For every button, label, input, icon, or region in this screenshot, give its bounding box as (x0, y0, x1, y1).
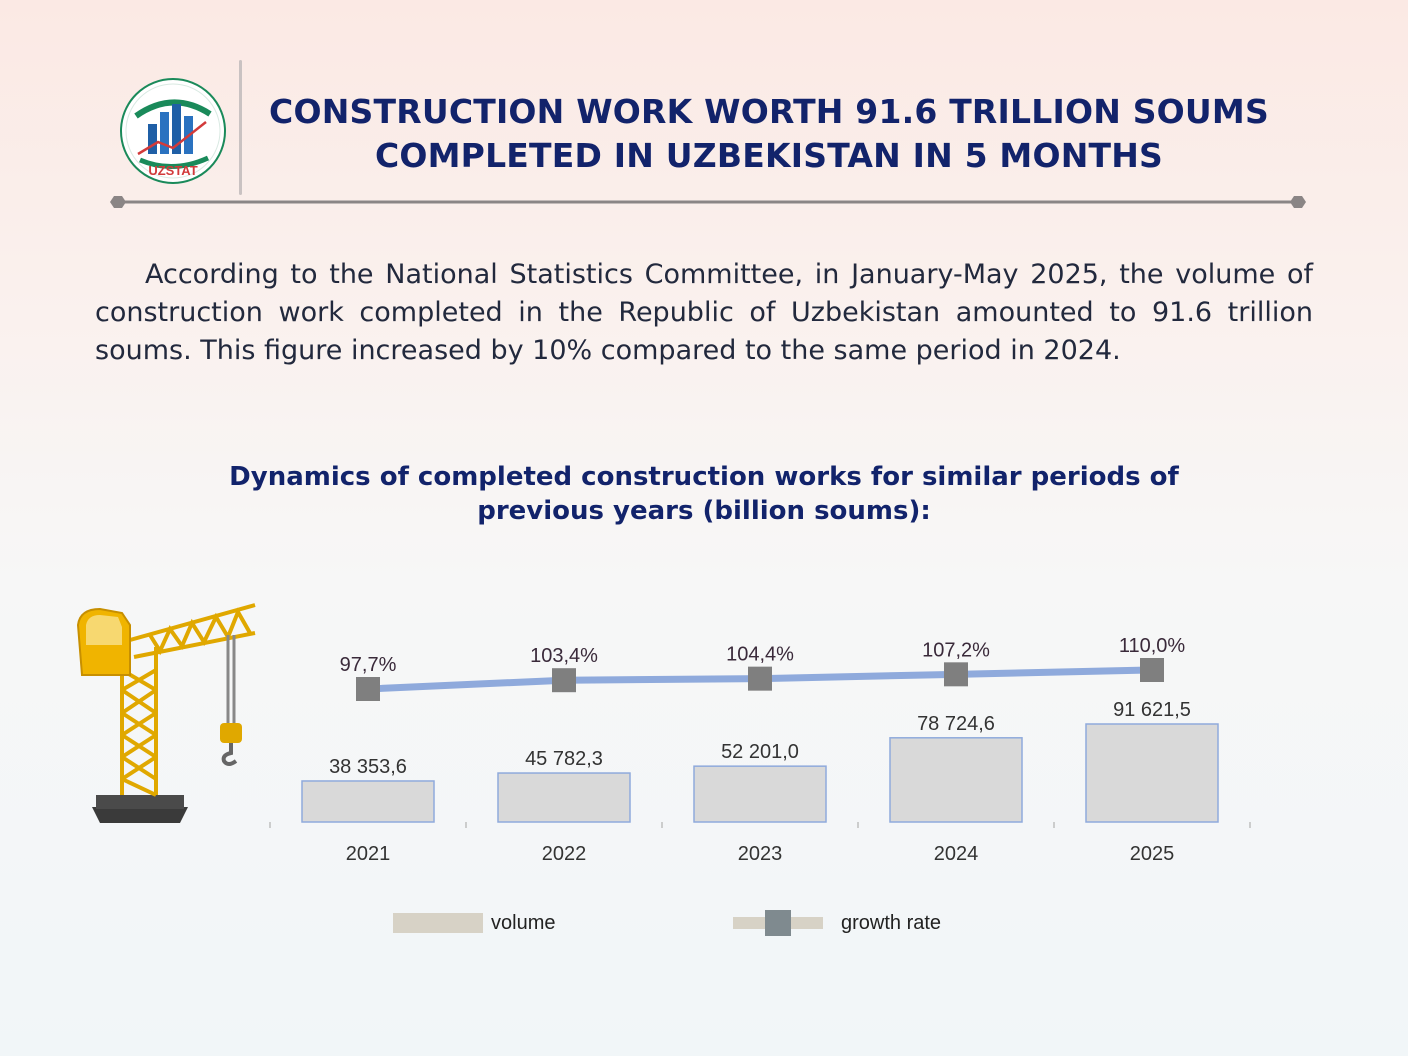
bar-2023 (693, 765, 827, 823)
bar-value-label: 91 621,5 (1113, 699, 1191, 721)
growth-value-label: 107,2% (922, 639, 990, 661)
x-tick-label: 2021 (346, 843, 391, 865)
header-divider (239, 60, 242, 195)
chart-title: Dynamics of completed construction works… (229, 462, 1179, 526)
legend-growth-rate: growth rate (733, 908, 941, 938)
bar-value-label: 52 201,0 (721, 741, 799, 763)
uzstat-logo: UZSTAT (120, 78, 226, 184)
bar-value-label: 38 353,6 (329, 756, 407, 778)
growth-value-label: 110,0% (1119, 635, 1186, 657)
header-rule (110, 196, 1306, 208)
intro-paragraph: According to the National Statistics Com… (95, 259, 1313, 366)
title-line-2: COMPLETED IN UZBEKISTAN IN 5 MONTHS (374, 136, 1164, 175)
legend-growth-label: growth rate (841, 911, 942, 934)
growth-marker-2025 (1140, 658, 1164, 682)
bar-2024 (889, 737, 1023, 823)
page-title: CONSTRUCTION WORK WORTH 91.6 TRILLION SO… (260, 90, 1278, 178)
bar-2025 (1085, 723, 1219, 823)
legend-growth-swatch (733, 908, 823, 938)
title-line-1: CONSTRUCTION WORK WORTH 91.6 TRILLION SO… (269, 92, 1269, 131)
bar-value-label: 78 724,6 (917, 713, 995, 735)
x-tick-label: 2023 (738, 843, 783, 865)
x-tick-label: 2024 (934, 843, 979, 865)
bar-2022 (497, 772, 631, 823)
growth-value-label: 97,7% (340, 654, 397, 676)
logo-text: UZSTAT (148, 163, 197, 178)
crane-illustration (76, 603, 256, 823)
legend-volume: volume (393, 908, 555, 938)
growth-marker-2021 (356, 677, 380, 701)
bar-value-label: 45 782,3 (525, 748, 603, 770)
legend-volume-label: volume (491, 911, 556, 934)
growth-marker-2023 (748, 666, 772, 691)
growth-marker-2022 (552, 668, 576, 693)
legend-volume-swatch (393, 913, 483, 933)
x-tick-label: 2022 (542, 843, 587, 865)
x-tick-label: 2025 (1130, 843, 1175, 865)
growth-value-label: 104,4% (726, 644, 794, 666)
growth-value-label: 103,4% (530, 645, 598, 667)
growth-marker-2024 (944, 662, 968, 687)
bar-2021 (301, 780, 435, 823)
